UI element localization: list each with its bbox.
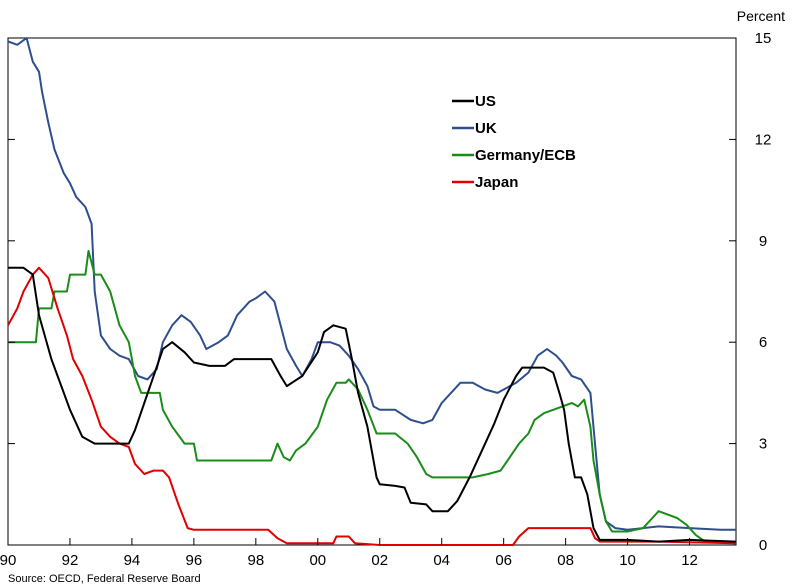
y-tick-label: 3 [759,436,767,453]
legend: US UK Germany/ECB Japan [452,93,576,191]
series-line-germany-ecb [8,249,737,545]
legend-label-us: US [475,93,496,110]
x-axis: 90 92 94 96 98 00 02 04 06 08 10 12 [0,538,698,569]
x-tick-label: 10 [619,552,636,569]
x-tick-label: 12 [681,552,698,569]
x-tick-label: 06 [495,552,512,569]
x-tick-label: 00 [309,552,326,569]
x-tick-label: 92 [62,552,79,569]
plot-area [7,37,737,546]
y-tick-label: 9 [759,233,767,250]
y-tick-label: 12 [755,131,772,148]
x-tick-label: 90 [0,552,16,569]
y-tick-label: 6 [759,334,767,351]
plot-border [7,37,737,546]
x-tick-label: 96 [186,552,203,569]
series-lines [7,37,737,546]
x-tick-label: 98 [247,552,264,569]
series-line-japan [7,266,737,546]
x-tick-label: 08 [557,552,574,569]
legend-label-japan: Japan [475,174,518,191]
y-tick-label: 15 [755,30,772,47]
source-note: Source: OECD, Federal Reserve Board [8,573,201,585]
y-axis: 0 3 6 9 12 15 [8,30,771,554]
x-tick-label: 04 [433,552,450,569]
y-axis-unit-label: Percent [737,8,785,24]
legend-label-uk: UK [475,120,497,137]
y-tick-label: 0 [759,537,767,554]
series-line-us [8,266,737,543]
x-tick-label: 94 [124,552,141,569]
x-tick-label: 02 [371,552,388,569]
legend-label-germany-ecb: Germany/ECB [475,147,576,164]
